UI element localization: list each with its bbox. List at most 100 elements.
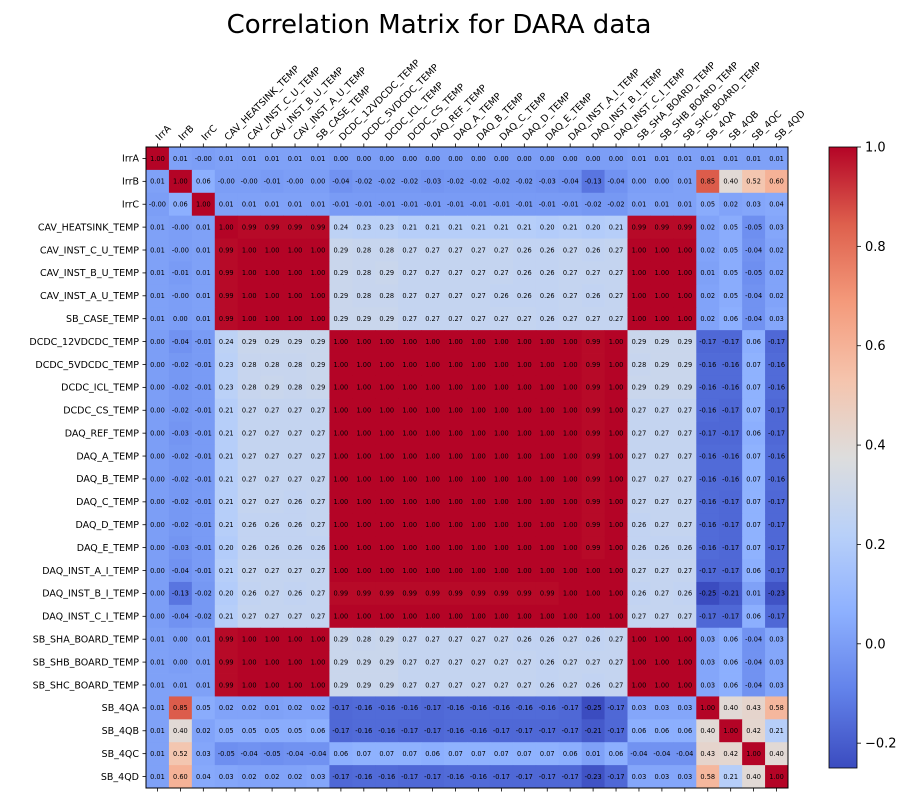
cell-value-label: 0.01 xyxy=(150,246,165,254)
heatmap-cell-1-27 xyxy=(765,169,789,194)
heatmap-cell-0-19 xyxy=(581,147,605,171)
heatmap-cell-6-14 xyxy=(467,284,491,308)
heatmap-cell-4-13 xyxy=(444,238,468,262)
cell-value-label: -0.02 xyxy=(172,452,189,460)
cell-value-label: 0.00 xyxy=(379,155,394,163)
cell-value-label: 0.26 xyxy=(242,521,257,529)
heatmap-cell-27-21 xyxy=(627,765,651,789)
heatmap-cell-9-15 xyxy=(489,353,514,377)
heatmap-cell-22-6 xyxy=(283,650,307,674)
heatmap-cell-2-11 xyxy=(398,192,422,217)
cell-value-label: -0.04 xyxy=(745,658,762,666)
cell-value-label: 0.27 xyxy=(471,315,486,323)
cell-value-label: 1.00 xyxy=(448,544,463,552)
cell-value-label: 0.26 xyxy=(655,544,670,552)
cell-value-label: 0.52 xyxy=(173,750,188,758)
cell-value-label: 0.29 xyxy=(356,315,371,323)
cell-value-label: 0.99 xyxy=(425,590,440,598)
cell-value-label: 1.00 xyxy=(540,429,555,437)
cell-value-label: 0.27 xyxy=(677,475,692,483)
heatmap-cell-5-13 xyxy=(444,261,468,285)
heatmap-cell-22-10 xyxy=(375,650,399,674)
cell-value-label: 0.99 xyxy=(402,590,417,598)
heatmap-cell-2-6 xyxy=(283,192,307,217)
cell-value-label: 0.99 xyxy=(586,361,601,369)
cell-value-label: 1.00 xyxy=(356,407,371,415)
heatmap-cell-8-11 xyxy=(398,330,422,354)
cell-value-label: -0.16 xyxy=(447,727,464,735)
cell-value-label: 1.00 xyxy=(448,498,463,506)
cell-value-label: 1.00 xyxy=(334,429,349,437)
heatmap-cell-14-9 xyxy=(352,467,376,491)
heatmap-cell-3-21 xyxy=(627,215,651,239)
cell-value-label: 0.00 xyxy=(311,178,326,186)
cell-value-label: 1.00 xyxy=(379,452,394,460)
heatmap-cell-27-3 xyxy=(214,765,239,789)
heatmap-cell-27-17 xyxy=(535,765,560,789)
heatmap-cell-19-20 xyxy=(604,581,628,606)
cell-value-label: -0.04 xyxy=(630,750,647,758)
heatmap-cell-17-5 xyxy=(260,536,284,560)
cell-value-label: 1.00 xyxy=(655,292,670,300)
cell-value-label: 0.27 xyxy=(494,246,509,254)
heatmap-cell-13-11 xyxy=(398,444,422,468)
cell-value-label: 0.28 xyxy=(356,636,371,644)
cell-value-label: 1.00 xyxy=(517,521,532,529)
heatmap-cell-12-23 xyxy=(673,421,697,445)
cell-value-label: 0.27 xyxy=(471,636,486,644)
cell-value-label: 1.00 xyxy=(632,658,647,666)
heatmap-cell-26-11 xyxy=(398,742,422,766)
cell-value-label: 0.01 xyxy=(196,223,211,231)
heatmap-cell-26-8 xyxy=(329,742,353,766)
heatmap-cell-6-10 xyxy=(375,284,399,308)
heatmap-cell-0-27 xyxy=(765,147,789,171)
cell-value-label: -0.00 xyxy=(218,178,235,186)
heatmap-cell-23-20 xyxy=(604,673,628,697)
heatmap-cell-18-15 xyxy=(489,559,514,583)
heatmap-cell-27-18 xyxy=(558,765,583,789)
heatmap-cell-1-19 xyxy=(581,169,605,194)
cell-value-label: 0.26 xyxy=(540,246,555,254)
heatmap-cell-20-11 xyxy=(398,604,422,629)
heatmap-cell-24-5 xyxy=(260,696,284,720)
cell-value-label: 1.00 xyxy=(540,452,555,460)
cell-value-label: 1.00 xyxy=(540,407,555,415)
heatmap-cell-4-27 xyxy=(765,238,789,262)
heatmap-cell-15-25 xyxy=(719,490,743,514)
cell-value-label: 0.26 xyxy=(586,636,601,644)
heatmap-cell-15-12 xyxy=(421,490,445,514)
cell-value-label: 1.00 xyxy=(356,361,371,369)
heatmap-cell-2-24 xyxy=(696,192,720,217)
heatmap-cell-23-1 xyxy=(168,673,193,697)
heatmap-cell-13-22 xyxy=(650,444,674,468)
heatmap-cell-20-9 xyxy=(352,604,376,629)
cell-value-label: 0.27 xyxy=(655,452,670,460)
cell-value-label: 0.21 xyxy=(402,223,417,231)
heatmap-cell-8-12 xyxy=(421,330,445,354)
cell-value-label: 0.00 xyxy=(150,407,165,415)
heatmap-cell-20-0 xyxy=(146,604,170,629)
cell-value-label: -0.17 xyxy=(401,773,418,781)
heatmap-cell-24-20 xyxy=(604,696,628,720)
heatmap-cell-22-20 xyxy=(604,650,628,674)
cell-value-label: 1.00 xyxy=(242,315,257,323)
heatmap-cell-20-20 xyxy=(604,604,628,629)
heatmap-cell-26-3 xyxy=(214,742,239,766)
cell-value-label: 0.00 xyxy=(632,178,647,186)
cell-value-label: 1.00 xyxy=(356,544,371,552)
heatmap-cell-9-6 xyxy=(283,353,307,377)
cell-value-label: 0.40 xyxy=(173,727,188,735)
cell-value-label: 0.07 xyxy=(471,750,486,758)
cell-value-label: -0.01 xyxy=(539,201,556,209)
cell-value-label: 1.00 xyxy=(655,681,670,689)
cell-value-label: 0.00 xyxy=(448,155,463,163)
cell-value-label: 1.00 xyxy=(311,292,326,300)
heatmap-cell-25-16 xyxy=(512,719,537,743)
cell-value-label: 0.99 xyxy=(219,292,234,300)
cell-value-label: -0.16 xyxy=(699,521,716,529)
cell-value-label: 0.40 xyxy=(723,704,738,712)
cell-value-label: 1.00 xyxy=(563,613,578,621)
cell-value-label: 1.00 xyxy=(173,178,188,186)
heatmap-cell-22-11 xyxy=(398,650,422,674)
cell-value-label: 0.29 xyxy=(334,292,349,300)
